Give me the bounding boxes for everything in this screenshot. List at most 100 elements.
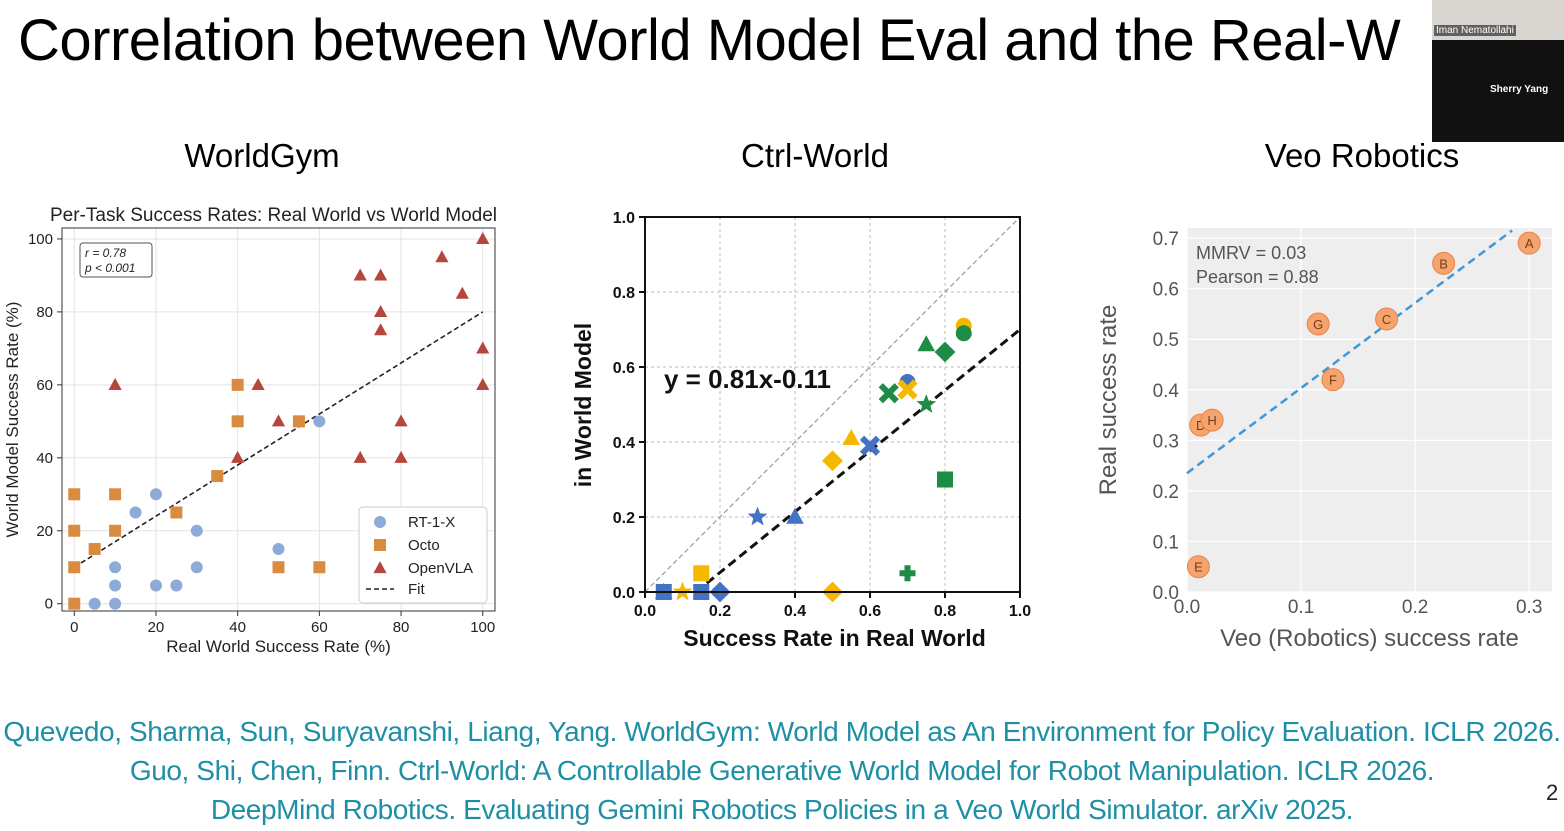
data-point-octo bbox=[68, 597, 81, 610]
y-tick-label: 20 bbox=[36, 523, 53, 540]
data-point-rt-1-x bbox=[88, 597, 101, 610]
y-tick-label: 100 bbox=[28, 231, 53, 248]
data-point bbox=[899, 565, 916, 582]
data-point-octo bbox=[313, 561, 326, 574]
data-point bbox=[916, 394, 937, 413]
y-tick-label: 0.8 bbox=[613, 285, 635, 302]
x-tick-label: 0.0 bbox=[634, 603, 656, 620]
x-tick-label: 0.2 bbox=[709, 603, 731, 620]
y-tick-label: 80 bbox=[36, 304, 53, 321]
legend-label: OpenVLA bbox=[408, 560, 473, 577]
y-tick-label: 0.6 bbox=[1153, 280, 1179, 301]
data-point-rt-1-x bbox=[109, 561, 122, 574]
data-point-rt-1-x bbox=[170, 579, 183, 592]
data-point-openvla bbox=[231, 450, 245, 463]
legend-label: Fit bbox=[408, 581, 425, 598]
data-point-openvla bbox=[271, 414, 286, 427]
data-point-openvla bbox=[374, 268, 388, 281]
data-point-octo bbox=[292, 415, 305, 428]
data-point-octo bbox=[231, 415, 244, 428]
y-tick-label: 0.5 bbox=[1153, 330, 1179, 351]
x-axis-label: Real World Success Rate (%) bbox=[166, 637, 391, 656]
x-tick-label: 80 bbox=[393, 619, 410, 636]
data-point-octo bbox=[211, 470, 224, 483]
data-point-openvla bbox=[476, 232, 490, 245]
data-point bbox=[1186, 555, 1210, 579]
data-point bbox=[934, 341, 956, 363]
data-point-rt-1-x bbox=[190, 561, 203, 574]
x-tick-label: 0.6 bbox=[859, 603, 881, 620]
fit-equation: y = 0.81x-0.11 bbox=[664, 364, 831, 394]
y-tick-label: 0.0 bbox=[1153, 583, 1179, 604]
data-point-openvla bbox=[435, 250, 449, 263]
fit-line bbox=[73, 311, 484, 568]
data-point-openvla bbox=[108, 377, 122, 390]
data-point-rt-1-x bbox=[129, 506, 142, 519]
x-tick-label: 60 bbox=[311, 619, 328, 636]
x-tick-label: 100 bbox=[470, 619, 495, 636]
data-point bbox=[1200, 408, 1224, 432]
participant-name-1: Iman Nematollahi bbox=[1434, 25, 1516, 36]
data-point bbox=[937, 471, 953, 488]
x-tick-label: 0.1 bbox=[1288, 597, 1314, 618]
legend-marker-openvla bbox=[373, 561, 387, 574]
x-tick-label: 40 bbox=[229, 619, 246, 636]
x-tick-label: 0.8 bbox=[934, 603, 956, 620]
data-point-label: D bbox=[1196, 418, 1205, 433]
y-tick-label: 60 bbox=[36, 377, 53, 394]
data-point-label: G bbox=[1313, 317, 1323, 332]
data-point-rt-1-x bbox=[149, 488, 162, 501]
x-tick-label: 20 bbox=[148, 619, 165, 636]
plot-frame bbox=[61, 227, 496, 612]
data-point bbox=[1306, 312, 1330, 336]
data-point-openvla bbox=[374, 323, 388, 336]
participant-name-2: Sherry Yang bbox=[1490, 84, 1549, 95]
data-point-octo bbox=[88, 542, 101, 555]
x-axis-label: Veo (Robotics) success rate bbox=[1220, 625, 1519, 652]
data-point-label: E bbox=[1194, 560, 1203, 575]
data-point-octo bbox=[170, 506, 183, 519]
data-point bbox=[747, 506, 768, 526]
y-tick-label: 0.1 bbox=[1153, 532, 1179, 553]
identity-line bbox=[644, 216, 1021, 593]
reference-ctrl-world: Guo, Shi, Chen, Finn. Ctrl-World: A Cont… bbox=[129, 755, 1435, 786]
x-tick-label: 0.4 bbox=[784, 603, 806, 620]
data-point-label: C bbox=[1382, 312, 1391, 327]
data-point-octo bbox=[68, 488, 81, 501]
panel-title-ctrl-world: Ctrl-World bbox=[741, 137, 889, 174]
data-point bbox=[859, 435, 881, 456]
data-point bbox=[842, 429, 861, 446]
data-point bbox=[1375, 307, 1399, 331]
data-point-rt-1-x bbox=[272, 542, 285, 555]
page-number: 2 bbox=[1546, 780, 1559, 805]
data-point-openvla bbox=[394, 450, 408, 463]
panel-title-veo-robotics: Veo Robotics bbox=[1264, 137, 1460, 174]
x-tick-label: 0.2 bbox=[1402, 597, 1428, 618]
data-point-label: H bbox=[1207, 413, 1216, 428]
data-point-octo bbox=[68, 524, 81, 537]
y-tick-label: 0.2 bbox=[613, 510, 635, 527]
y-tick-label: 0.4 bbox=[1153, 381, 1180, 402]
reference-worldgym: Quevedo, Sharma, Sun, Suryavanshi, Liang… bbox=[3, 716, 1561, 747]
data-point-octo bbox=[109, 488, 122, 501]
y-tick-label: 0.7 bbox=[1153, 229, 1179, 250]
legend-box bbox=[358, 506, 488, 604]
x-tick-label: 0.0 bbox=[1174, 597, 1200, 618]
mmrv-annotation: MMRV = 0.03 bbox=[1196, 243, 1306, 263]
data-point bbox=[1517, 231, 1541, 255]
data-point-rt-1-x bbox=[149, 579, 162, 592]
y-tick-label: 0.6 bbox=[613, 360, 635, 377]
data-point bbox=[1432, 251, 1456, 275]
data-point-openvla bbox=[374, 304, 388, 317]
data-point-label: B bbox=[1439, 256, 1448, 271]
data-point-openvla bbox=[353, 450, 367, 463]
data-point-label: A bbox=[1525, 236, 1534, 251]
fit-line bbox=[1186, 229, 1513, 475]
y-axis-label: in World Model bbox=[570, 323, 596, 487]
data-point-openvla bbox=[251, 377, 265, 390]
data-point-openvla bbox=[353, 268, 367, 281]
x-axis-label: Success Rate in Real World bbox=[683, 625, 986, 651]
slide-title: Correlation between World Model Eval and… bbox=[18, 8, 1401, 73]
